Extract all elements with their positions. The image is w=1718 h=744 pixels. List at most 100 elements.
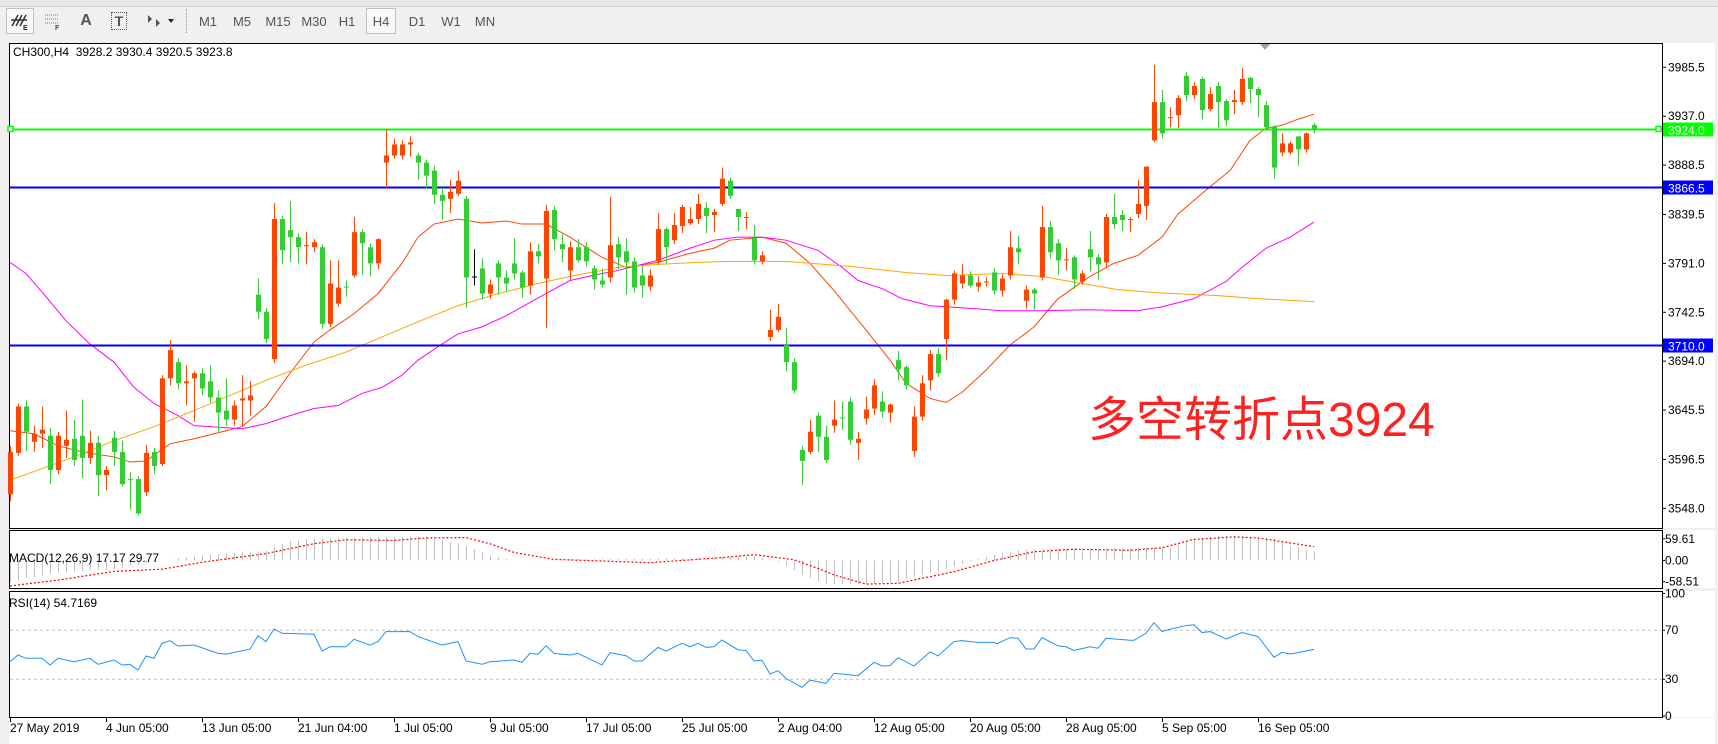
candle-body bbox=[1192, 85, 1197, 96]
time-tick-label: 5 Sep 05:00 bbox=[1162, 721, 1227, 735]
candle bbox=[448, 179, 453, 213]
toolbar-separator bbox=[186, 9, 189, 33]
price-tick-label: 3985.5 bbox=[1668, 60, 1705, 74]
candle bbox=[8, 445, 13, 502]
candle-body bbox=[1136, 203, 1141, 214]
candle-body bbox=[1000, 278, 1005, 291]
grid-button[interactable]: F bbox=[40, 8, 64, 34]
candle-body bbox=[616, 244, 621, 258]
candle bbox=[1120, 209, 1125, 232]
rsi-tick-label: 70 bbox=[1665, 623, 1679, 637]
candle-body bbox=[664, 229, 669, 248]
moving-average-line-1 bbox=[9, 113, 1315, 463]
candle-body bbox=[1176, 98, 1181, 116]
timeframe-m15-button[interactable]: M15 bbox=[265, 13, 291, 29]
candle bbox=[576, 239, 581, 263]
time-tick-label: 28 Aug 05:00 bbox=[1066, 721, 1137, 735]
grid-icon: F bbox=[45, 14, 60, 31]
candle-body bbox=[96, 442, 101, 476]
candle bbox=[536, 244, 541, 264]
price-tag-background bbox=[1663, 180, 1713, 195]
chart-window[interactable]: 3924.0 3866.5 3710.0 3985.5 3937.0 3888.5 383… bbox=[0, 39, 1718, 744]
time-tick-label: 12 Aug 05:00 bbox=[874, 721, 945, 735]
candle bbox=[1088, 231, 1093, 272]
candle bbox=[256, 278, 261, 319]
chart-expert-icon: E bbox=[11, 14, 28, 31]
candle bbox=[568, 241, 573, 280]
candle-body bbox=[1160, 102, 1165, 134]
candle bbox=[1064, 248, 1069, 271]
timeframe-m30-button[interactable]: M30 bbox=[301, 13, 327, 29]
price-tag-label: 3866.5 bbox=[1668, 182, 1705, 196]
timeframe-m5-button[interactable]: M5 bbox=[232, 13, 252, 29]
candle bbox=[720, 167, 725, 206]
candle-body bbox=[888, 404, 893, 413]
macd-panel-background bbox=[9, 530, 1715, 588]
candle bbox=[40, 406, 45, 448]
timeframe-d1-button[interactable]: D1 bbox=[408, 13, 426, 29]
candle-body bbox=[440, 194, 445, 201]
expert-advisor-button[interactable]: E bbox=[6, 8, 34, 34]
candle-body bbox=[264, 311, 269, 339]
time-tick-label: 16 Sep 05:00 bbox=[1258, 721, 1330, 735]
candle bbox=[504, 270, 509, 292]
text-tool-button[interactable]: A bbox=[74, 8, 98, 34]
candle bbox=[944, 298, 949, 361]
candle bbox=[136, 476, 141, 516]
timeframe-h4-button[interactable]: H4 bbox=[366, 8, 396, 34]
chevron-down-icon bbox=[168, 19, 174, 23]
candle-body bbox=[824, 436, 829, 460]
candle bbox=[224, 378, 229, 426]
candle bbox=[664, 227, 669, 265]
candle bbox=[1112, 193, 1117, 230]
candle-body bbox=[872, 385, 877, 409]
candle bbox=[1000, 274, 1005, 297]
timeframe-h1-button[interactable]: H1 bbox=[338, 13, 356, 29]
candle bbox=[984, 277, 989, 287]
candle-body bbox=[224, 410, 229, 420]
candle bbox=[1152, 64, 1157, 143]
candle bbox=[472, 249, 477, 286]
candle-body bbox=[64, 439, 69, 446]
macd-signal-line bbox=[9, 536, 1315, 587]
candle-body bbox=[456, 180, 461, 194]
chart-shift-marker-icon[interactable] bbox=[1260, 44, 1270, 50]
line-handle-right[interactable] bbox=[1655, 125, 1662, 133]
text-label-icon: T bbox=[110, 12, 128, 30]
candle-body bbox=[88, 442, 93, 458]
timeframe-mn-button[interactable]: MN bbox=[474, 13, 496, 29]
candle bbox=[1016, 236, 1021, 265]
candle bbox=[1312, 122, 1317, 133]
candle bbox=[1304, 132, 1309, 153]
main-panel-frame bbox=[9, 43, 1663, 529]
arrows-dropdown-button[interactable] bbox=[140, 8, 180, 34]
candle bbox=[776, 303, 781, 332]
candle-body bbox=[760, 255, 765, 262]
candle-body bbox=[1040, 227, 1045, 278]
candle-body bbox=[1280, 143, 1285, 153]
candle-body bbox=[368, 247, 373, 264]
candle bbox=[432, 165, 437, 204]
candle-body bbox=[680, 206, 685, 227]
rsi-tick-label: 100 bbox=[1665, 586, 1685, 600]
candle bbox=[80, 399, 85, 479]
candle-body bbox=[560, 244, 565, 250]
text-label-tool-button[interactable]: T bbox=[106, 8, 132, 34]
line-handle-left[interactable] bbox=[7, 125, 14, 133]
time-tick-label: 1 Jul 05:00 bbox=[394, 721, 453, 735]
candle-body bbox=[672, 225, 677, 241]
candle bbox=[104, 466, 109, 491]
candle-body bbox=[808, 431, 813, 452]
candle-body bbox=[16, 406, 21, 453]
candle bbox=[864, 396, 869, 425]
macd-panel-frame bbox=[9, 530, 1663, 589]
candle-body bbox=[72, 438, 77, 460]
candle bbox=[784, 327, 789, 372]
candle-body bbox=[200, 373, 205, 389]
time-tick-label: 9 Jul 05:00 bbox=[490, 721, 549, 735]
candle-body bbox=[1264, 105, 1269, 128]
timeframe-m1-button[interactable]: M1 bbox=[198, 13, 218, 29]
candle-body bbox=[392, 144, 397, 156]
timeframe-w1-button[interactable]: W1 bbox=[441, 13, 461, 29]
candle bbox=[872, 379, 877, 415]
